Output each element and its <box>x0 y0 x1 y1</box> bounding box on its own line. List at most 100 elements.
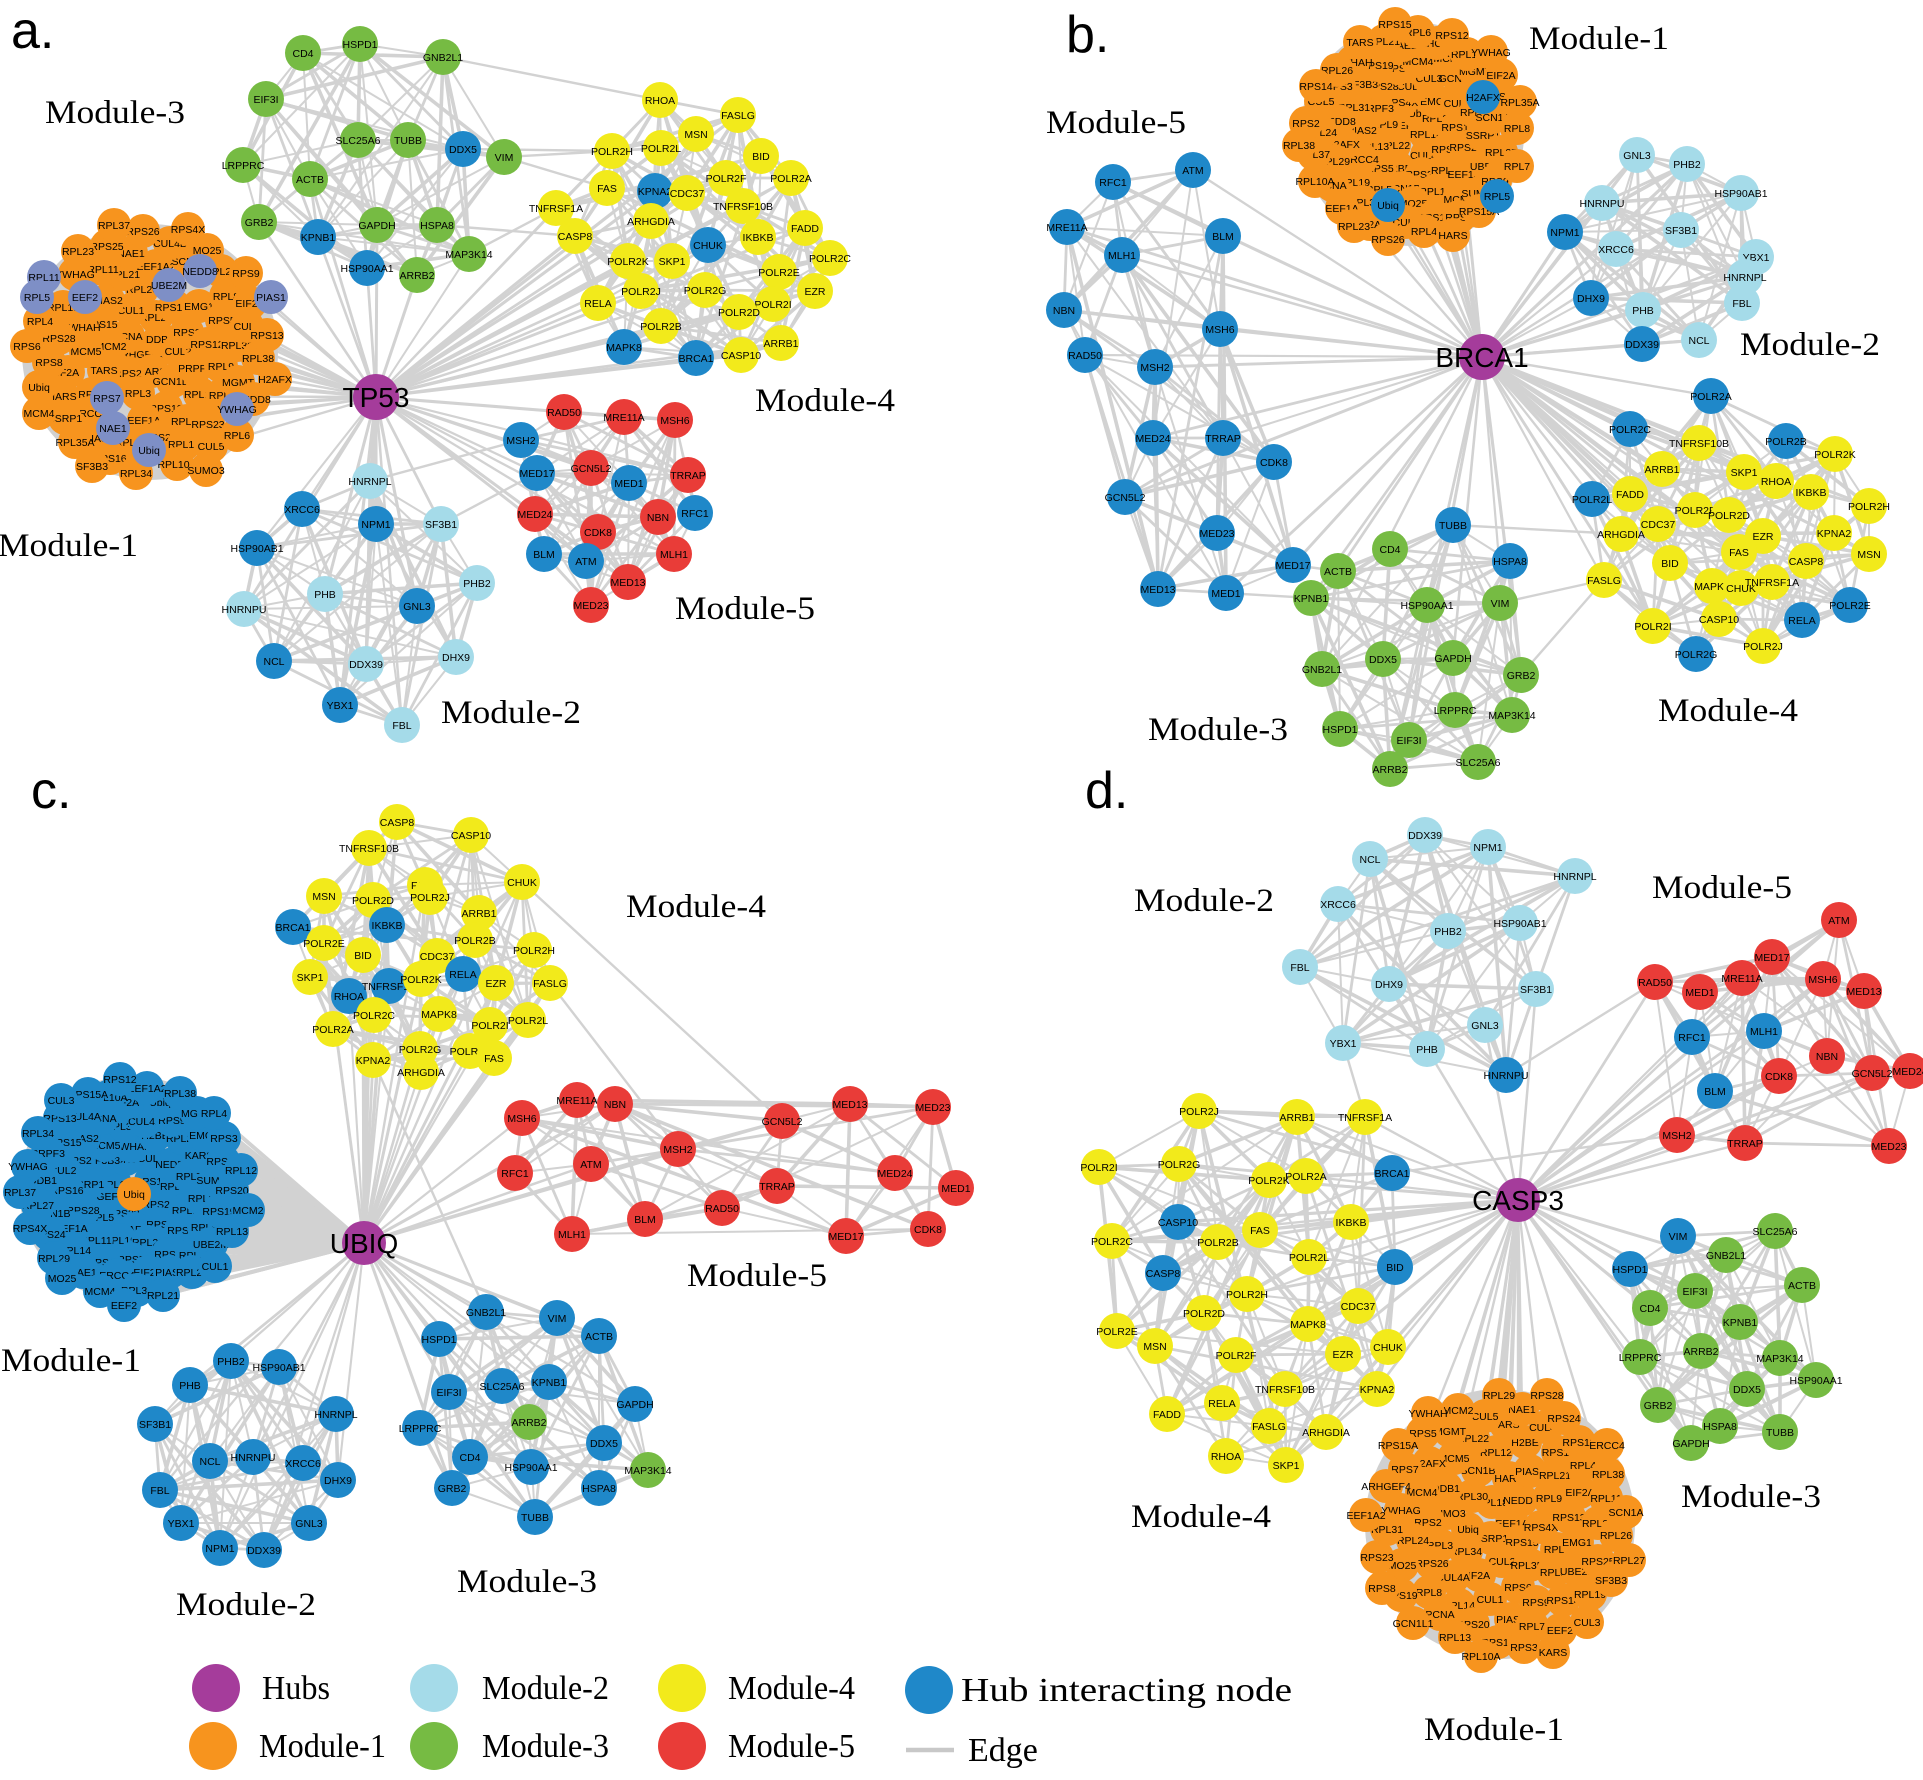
svg-text:ARHGDIA: ARHGDIA <box>1597 529 1645 541</box>
svg-text:GCN5L2: GCN5L2 <box>571 463 612 475</box>
svg-text:IKBKB: IKBKB <box>1336 1217 1367 1229</box>
svg-text:RPS28: RPS28 <box>1530 1390 1563 1402</box>
svg-text:GRB2: GRB2 <box>1507 670 1536 682</box>
svg-text:DDX39: DDX39 <box>247 1545 281 1557</box>
svg-text:POLR2I: POLR2I <box>754 299 791 311</box>
svg-text:RPL7: RPL7 <box>1504 161 1530 173</box>
svg-text:POLR2B: POLR2B <box>1197 1237 1238 1249</box>
svg-text:POLR2G: POLR2G <box>684 285 727 297</box>
svg-text:KPNB1: KPNB1 <box>532 1377 567 1389</box>
svg-text:POLR2A: POLR2A <box>312 1024 353 1036</box>
svg-text:HNRNPU: HNRNPU <box>222 604 267 616</box>
svg-text:FAS: FAS <box>1729 547 1749 559</box>
svg-text:DHX9: DHX9 <box>1375 979 1403 991</box>
svg-text:VIM: VIM <box>495 152 514 164</box>
svg-text:ARHGDIA: ARHGDIA <box>627 216 675 228</box>
svg-text:Module-4: Module-4 <box>755 383 895 419</box>
svg-text:MED17: MED17 <box>519 468 554 480</box>
svg-text:TUBB: TUBB <box>394 135 422 147</box>
svg-text:HNRNPL: HNRNPL <box>348 476 391 488</box>
svg-text:RPS13: RPS13 <box>43 1113 76 1125</box>
svg-text:PHB2: PHB2 <box>463 578 491 590</box>
svg-text:KPNB1: KPNB1 <box>1723 1317 1758 1329</box>
svg-text:MCM4: MCM4 <box>85 1286 116 1298</box>
svg-text:EEF2: EEF2 <box>111 1300 137 1312</box>
svg-text:Module-4: Module-4 <box>1131 1499 1271 1535</box>
svg-text:RPL13: RPL13 <box>216 1226 248 1238</box>
svg-text:CASP10: CASP10 <box>1699 614 1739 626</box>
svg-text:MED13: MED13 <box>1140 584 1175 596</box>
svg-text:EEF1A2: EEF1A2 <box>127 1083 166 1095</box>
svg-text:PHB: PHB <box>1632 305 1654 317</box>
svg-text:Ubiq: Ubiq <box>28 382 50 394</box>
svg-text:FASLG: FASLG <box>533 978 567 990</box>
svg-text:RPS26: RPS26 <box>1415 1558 1448 1570</box>
svg-text:RPS26: RPS26 <box>1371 234 1404 246</box>
svg-text:RPS5: RPS5 <box>208 315 236 327</box>
svg-text:BRCA1: BRCA1 <box>1374 1168 1409 1180</box>
svg-text:EEF2: EEF2 <box>1547 1625 1573 1637</box>
svg-text:EIF3I: EIF3I <box>1396 735 1421 747</box>
svg-text:BID: BID <box>354 950 372 962</box>
svg-text:POLR2L: POLR2L <box>1572 494 1612 506</box>
svg-text:CUL2: CUL2 <box>1489 1556 1516 1568</box>
svg-text:FBL: FBL <box>1732 298 1751 310</box>
svg-text:POLR2J: POLR2J <box>410 892 450 904</box>
svg-text:FBL: FBL <box>150 1485 169 1497</box>
svg-text:MED1: MED1 <box>941 1183 970 1195</box>
svg-text:POLR2B: POLR2B <box>454 935 495 947</box>
svg-text:MED23: MED23 <box>1199 528 1234 540</box>
svg-text:Module-5: Module-5 <box>1652 870 1792 906</box>
svg-text:PHB2: PHB2 <box>1434 926 1462 938</box>
svg-text:KPNA2: KPNA2 <box>1360 1384 1395 1396</box>
svg-text:Module-2: Module-2 <box>176 1587 316 1623</box>
svg-text:d.: d. <box>1085 762 1128 820</box>
svg-text:MED1: MED1 <box>614 478 643 490</box>
svg-text:Edge: Edge <box>968 1732 1038 1769</box>
svg-text:RPL19: RPL19 <box>1574 1589 1606 1601</box>
svg-text:RPL4: RPL4 <box>27 316 53 328</box>
svg-text:CDC37: CDC37 <box>1641 519 1676 531</box>
svg-text:MRE11A: MRE11A <box>556 1095 597 1107</box>
svg-text:TARS: TARS <box>90 365 117 377</box>
svg-text:GAPDH: GAPDH <box>616 1399 653 1411</box>
svg-text:BLM: BLM <box>634 1214 656 1226</box>
svg-text:ARRB1: ARRB1 <box>763 338 798 350</box>
svg-text:SF3B1: SF3B1 <box>139 1419 171 1431</box>
svg-text:RPL3: RPL3 <box>125 388 151 400</box>
svg-text:RPL10A: RPL10A <box>1295 176 1334 188</box>
svg-text:FADD: FADD <box>1616 489 1644 501</box>
svg-text:SLC25A6: SLC25A6 <box>1456 757 1501 769</box>
svg-text:MSH6: MSH6 <box>660 415 689 427</box>
svg-text:MCM4: MCM4 <box>24 408 55 420</box>
svg-text:KPNA2: KPNA2 <box>356 1055 391 1067</box>
svg-text:POLR2H: POLR2H <box>513 945 555 957</box>
svg-text:MCM2: MCM2 <box>1443 1405 1474 1417</box>
svg-text:POLR2B: POLR2B <box>1765 436 1806 448</box>
svg-text:POLR2D: POLR2D <box>352 895 394 907</box>
svg-text:CUL1: CUL1 <box>1477 1594 1504 1606</box>
svg-text:LRPPRC: LRPPRC <box>222 160 265 172</box>
svg-text:NPM1: NPM1 <box>1550 227 1579 239</box>
svg-text:Module-5: Module-5 <box>1046 105 1186 141</box>
svg-text:XRCC6: XRCC6 <box>1598 244 1634 256</box>
svg-text:TNFRSF1A: TNFRSF1A <box>362 981 416 993</box>
svg-text:ATM: ATM <box>1182 165 1203 177</box>
svg-text:MRE11A: MRE11A <box>1721 973 1762 985</box>
svg-text:POLR2F: POLR2F <box>1675 505 1716 517</box>
svg-text:CUL4A: CUL4A <box>1436 1572 1470 1584</box>
svg-text:POLR2A: POLR2A <box>1285 1171 1326 1183</box>
svg-text:CASP10: CASP10 <box>1158 1217 1198 1229</box>
svg-text:GNB2L1: GNB2L1 <box>1706 1250 1746 1262</box>
svg-text:MSN: MSN <box>684 129 707 141</box>
svg-text:HSP90AA1: HSP90AA1 <box>1789 1375 1842 1387</box>
svg-text:VIM: VIM <box>548 1313 567 1325</box>
svg-text:BRCA1: BRCA1 <box>1435 342 1528 373</box>
svg-text:NBN: NBN <box>1816 1051 1838 1063</box>
svg-text:POLR2C: POLR2C <box>1609 424 1651 436</box>
svg-text:NCL: NCL <box>1359 854 1380 866</box>
svg-text:POLR2H: POLR2H <box>1848 501 1890 513</box>
svg-text:Module-1: Module-1 <box>1 1343 141 1379</box>
svg-text:RPS14: RPS14 <box>1299 81 1332 93</box>
svg-text:RPL9: RPL9 <box>1536 1493 1562 1505</box>
